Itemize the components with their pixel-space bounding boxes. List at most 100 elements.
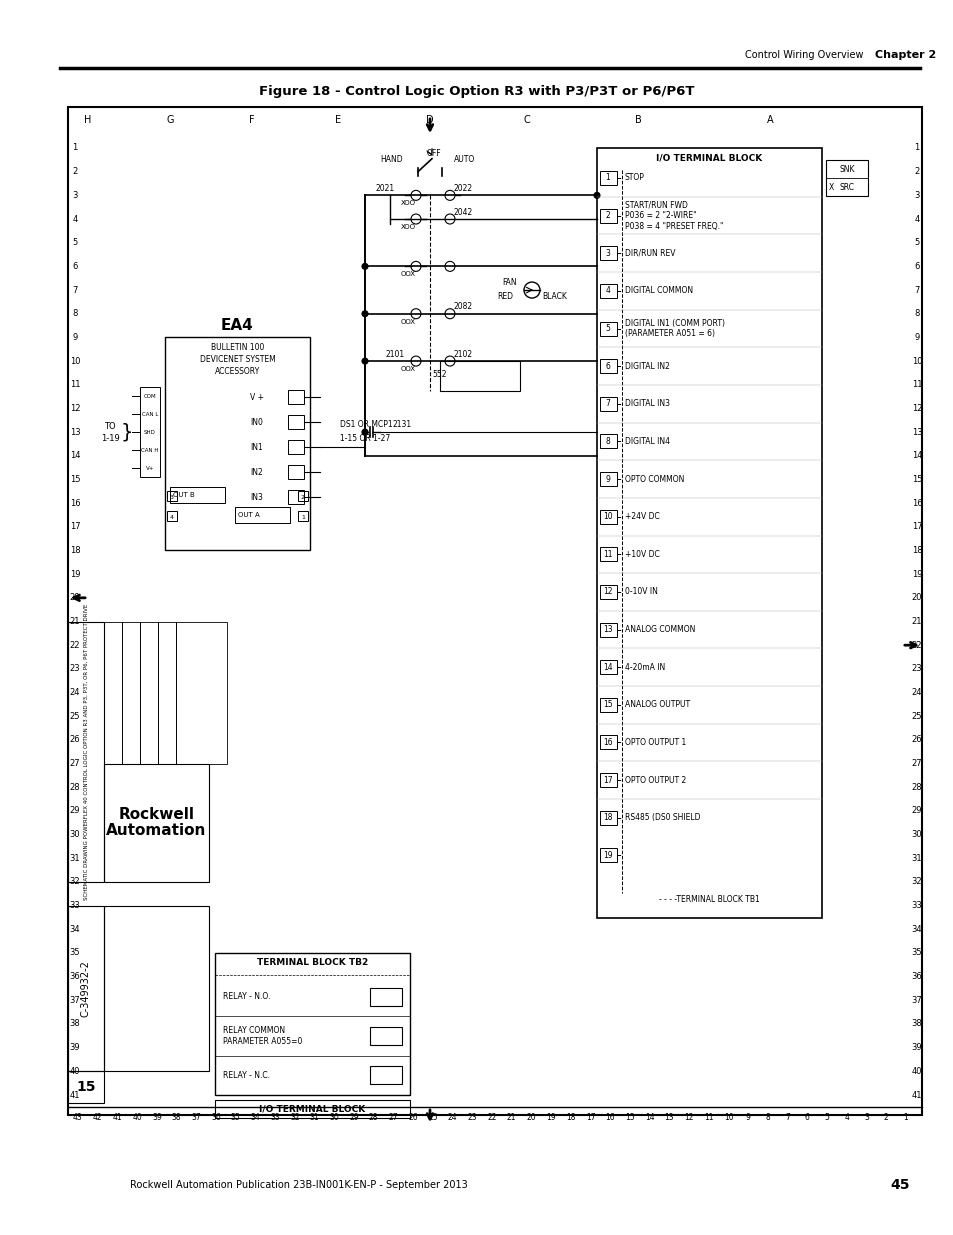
Text: V +: V +	[250, 393, 264, 401]
Text: 9: 9	[913, 333, 919, 342]
Bar	[599, 848, 617, 862]
Bar	[825, 161, 867, 196]
Text: 18: 18	[565, 1114, 575, 1123]
Text: 24: 24	[911, 688, 922, 697]
Text: 20: 20	[911, 593, 922, 603]
Bar	[599, 209, 617, 222]
Text: 27: 27	[388, 1114, 397, 1123]
Text: IN3: IN3	[250, 493, 263, 501]
Text: 14: 14	[911, 451, 922, 461]
Text: 41: 41	[112, 1114, 122, 1123]
Text: 18: 18	[911, 546, 922, 555]
Text: 35: 35	[911, 948, 922, 957]
Text: 13: 13	[602, 625, 612, 634]
Bar	[370, 1066, 401, 1084]
Text: RELAY - N.O.: RELAY - N.O.	[223, 992, 270, 1002]
Text: 23: 23	[70, 664, 80, 673]
Text: AUTO: AUTO	[454, 156, 476, 164]
Text: 3: 3	[863, 1114, 868, 1123]
Text: OOX: OOX	[400, 272, 416, 278]
Text: 30: 30	[329, 1114, 339, 1123]
Text: 9: 9	[72, 333, 77, 342]
Text: 2: 2	[72, 167, 77, 177]
Bar	[104, 905, 209, 1071]
Text: 8: 8	[765, 1114, 769, 1123]
Text: 5: 5	[72, 238, 77, 247]
Text: 41: 41	[70, 1091, 80, 1099]
Text: 29: 29	[911, 806, 922, 815]
Text: 6: 6	[72, 262, 77, 270]
Text: Figure 18 - Control Logic Option R3 with P3/P3T or P6/P6T: Figure 18 - Control Logic Option R3 with…	[259, 85, 694, 99]
Text: C-349932-2: C-349932-2	[81, 960, 91, 1016]
Bar	[68, 1071, 104, 1103]
Text: I/O TERMINAL BLOCK: I/O TERMINAL BLOCK	[259, 1104, 365, 1114]
Text: 21: 21	[506, 1114, 516, 1123]
Text: 1: 1	[913, 143, 919, 152]
Circle shape	[361, 311, 368, 316]
Bar	[599, 170, 617, 185]
Text: 29: 29	[70, 806, 80, 815]
Bar	[288, 466, 304, 479]
Text: 38: 38	[911, 1019, 922, 1029]
Text: 32: 32	[911, 877, 922, 887]
Text: 7: 7	[605, 399, 610, 409]
Text: SRC: SRC	[839, 184, 854, 193]
Bar	[599, 547, 617, 562]
Bar	[165, 337, 310, 551]
Text: 40: 40	[911, 1067, 922, 1076]
Text: 31: 31	[911, 853, 922, 863]
Text: RED: RED	[497, 291, 513, 300]
Text: 22: 22	[70, 641, 80, 650]
Text: 13: 13	[70, 427, 80, 437]
Text: 9: 9	[745, 1114, 750, 1123]
Bar	[599, 321, 617, 336]
Circle shape	[594, 193, 599, 199]
Text: I/O TERMINAL BLOCK: I/O TERMINAL BLOCK	[656, 153, 761, 163]
Text: Chapter 2: Chapter 2	[874, 49, 935, 61]
Text: 6: 6	[804, 1114, 809, 1123]
Bar	[597, 148, 821, 918]
Bar	[170, 488, 225, 504]
Bar	[599, 435, 617, 448]
Bar	[599, 585, 617, 599]
Text: G: G	[166, 115, 173, 125]
Text: 4: 4	[170, 515, 173, 520]
Text: 12: 12	[70, 404, 80, 412]
Text: FAN: FAN	[502, 278, 517, 287]
Text: 11: 11	[703, 1114, 713, 1123]
Text: DS1 OR MCP1: DS1 OR MCP1	[339, 420, 393, 429]
Text: 1: 1	[72, 143, 77, 152]
Text: 37: 37	[911, 995, 922, 1005]
Text: 15: 15	[76, 1081, 95, 1094]
Text: - - - -TERMINAL BLOCK TB1: - - - -TERMINAL BLOCK TB1	[659, 895, 759, 904]
Text: 31: 31	[310, 1114, 319, 1123]
Text: 16: 16	[605, 1114, 615, 1123]
Text: 16: 16	[602, 739, 612, 747]
Text: 31: 31	[70, 853, 80, 863]
Text: 3: 3	[72, 191, 77, 200]
Text: 2021: 2021	[375, 184, 395, 193]
Text: 14: 14	[602, 663, 612, 672]
Text: 2: 2	[913, 167, 919, 177]
Text: 1: 1	[605, 173, 610, 183]
Text: 28: 28	[70, 783, 80, 792]
Text: 34: 34	[911, 925, 922, 934]
Text: V+: V+	[146, 466, 154, 471]
Bar	[214, 953, 410, 1095]
Bar	[599, 396, 617, 411]
Bar	[599, 472, 617, 487]
Text: 6: 6	[605, 362, 610, 370]
Bar	[599, 510, 617, 524]
Bar	[439, 361, 519, 391]
Text: OOX: OOX	[400, 319, 416, 325]
Text: 13: 13	[664, 1114, 674, 1123]
Text: 11: 11	[70, 380, 80, 389]
Text: STOP: STOP	[624, 173, 644, 183]
Text: OPTO OUTPUT 1: OPTO OUTPUT 1	[624, 739, 685, 747]
Text: 2: 2	[301, 495, 305, 500]
Text: 39: 39	[911, 1044, 922, 1052]
Text: +24V DC: +24V DC	[624, 513, 659, 521]
Text: 7: 7	[913, 285, 919, 295]
Text: SHD: SHD	[144, 430, 155, 435]
Bar	[370, 1028, 401, 1045]
